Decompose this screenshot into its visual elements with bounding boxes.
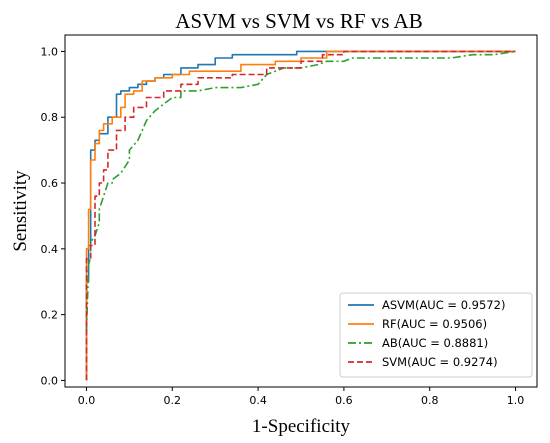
x-tick-label: 1.0: [507, 394, 525, 407]
x-tick-label: 0.0: [78, 394, 96, 407]
y-tick-label: 0.2: [41, 309, 59, 322]
legend-label: ASVM(AUC = 0.9572): [382, 298, 505, 312]
y-tick-label: 0.0: [41, 374, 59, 387]
y-axis-label: Sensitivity: [10, 170, 31, 252]
series-line-3: [85, 50, 516, 381]
x-axis-label: 1-Specificity: [252, 416, 351, 437]
plot-lines: [85, 50, 516, 381]
series-line-1: [85, 50, 516, 381]
y-tick-label: 0.8: [41, 111, 59, 124]
x-tick-label: 0.6: [335, 394, 353, 407]
legend-label: SVM(AUC = 0.9274): [382, 355, 498, 369]
y-tick-label: 0.4: [41, 243, 59, 256]
y-tick-label: 0.6: [41, 177, 59, 190]
legend-label: AB(AUC = 0.8881): [382, 336, 488, 350]
legend-label: RF(AUC = 0.9506): [382, 317, 487, 331]
chart-title: ASVM vs SVM vs RF vs AB: [175, 9, 422, 33]
x-tick-label: 0.2: [164, 394, 182, 407]
x-tick-label: 0.8: [421, 394, 439, 407]
y-tick-label: 1.0: [41, 45, 59, 58]
legend: ASVM(AUC = 0.9572) RF(AUC = 0.9506) AB(AUC…: [339, 292, 533, 378]
plot-frame: [64, 34, 538, 388]
x-tick-label: 0.4: [249, 394, 267, 407]
series-line-2: [85, 50, 516, 332]
legend-box: [339, 292, 533, 378]
axis-ticks: 0.0 0.2 0.4 0.6 0.8 1.0 0.0 0.2 0.4 0.6 0.8 1.0: [41, 45, 525, 407]
